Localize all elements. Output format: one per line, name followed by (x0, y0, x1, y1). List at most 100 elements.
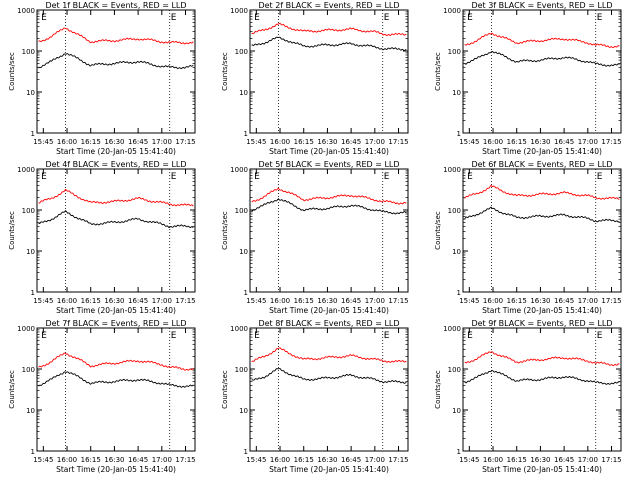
y-tick-label: 1 (244, 130, 248, 138)
x-tick-label: 17:15 (175, 138, 195, 146)
plot-frame (36, 327, 196, 452)
event-marker: E (41, 331, 47, 341)
x-tick-label: 16:30 (317, 138, 337, 146)
series-line-lld (464, 32, 620, 49)
y-tick-label: 100 (22, 366, 35, 374)
y-tick-label: 1 (31, 289, 35, 297)
series-line-lld (251, 22, 407, 37)
y-tick-label: 1000 (17, 166, 35, 174)
y-axis-label: Counts/sec (221, 370, 229, 409)
event-marker: E (597, 172, 603, 182)
x-tick-label: 16:15 (294, 297, 314, 305)
y-axis-label: Counts/sec (221, 211, 229, 250)
panel-det-2: Det 2f BLACK = Events, RED = LLD E E 1 10 100… (221, 1, 409, 156)
panel-det-6: Det 6f BLACK = Events, RED = LLD E E 1 10 100… (434, 160, 622, 315)
x-tick-label: 15:45 (459, 456, 479, 464)
x-tick-label: 15:45 (246, 138, 266, 146)
series-line-events (251, 367, 407, 384)
x-tick-label: 17:00 (152, 297, 172, 305)
y-tick-label: 1 (457, 130, 461, 138)
x-axis-label: Start Time (20-Jan-05 15:41:40) (56, 147, 176, 156)
y-axis-label: Counts/sec (434, 211, 442, 250)
y-axis-label: Counts/sec (434, 370, 442, 409)
x-tick-label: 16:00 (57, 456, 77, 464)
series-line-lld (251, 187, 407, 205)
x-tick-label: 16:15 (81, 138, 101, 146)
series-line-events (38, 210, 194, 229)
y-tick-label: 1 (31, 130, 35, 138)
x-tick-label: 17:15 (175, 456, 195, 464)
panel-det-7: Det 7f BLACK = Events, RED = LLD E E 1 10 100… (8, 319, 196, 474)
panel-det-1: Det 1f BLACK = Events, RED = LLD E E 1 10 100… (8, 1, 196, 156)
x-tick-label: 15:45 (33, 297, 53, 305)
y-tick-label: 10 (452, 407, 461, 415)
y-axis-label: Counts/sec (434, 52, 442, 91)
x-tick-label: 16:30 (104, 297, 124, 305)
x-tick-label: 17:00 (365, 456, 385, 464)
panel-det-5: Det 5f BLACK = Events, RED = LLD E E 1 10 100… (221, 160, 409, 315)
event-marker: E (384, 331, 390, 341)
x-tick-label: 16:15 (507, 456, 527, 464)
panel-title: Det 8f BLACK = Events, RED = LLD (258, 319, 399, 328)
x-axis-label: Start Time (20-Jan-05 15:41:40) (482, 147, 602, 156)
x-tick-label: 15:45 (33, 138, 53, 146)
x-tick-label: 17:15 (601, 297, 621, 305)
y-tick-label: 10 (26, 89, 35, 97)
y-tick-label: 10 (26, 407, 35, 415)
x-tick-label: 16:15 (507, 138, 527, 146)
x-tick-label: 16:00 (270, 138, 290, 146)
event-marker: E (41, 13, 47, 23)
y-tick-label: 10 (26, 248, 35, 256)
y-tick-label: 1000 (443, 325, 461, 333)
y-tick-label: 1000 (17, 7, 35, 15)
x-tick-label: 17:00 (152, 456, 172, 464)
x-tick-label: 15:45 (33, 456, 53, 464)
panel-title: Det 3f BLACK = Events, RED = LLD (471, 1, 612, 10)
x-tick-label: 16:45 (341, 297, 361, 305)
x-tick-label: 16:30 (104, 138, 124, 146)
x-tick-label: 16:30 (530, 456, 550, 464)
plot-frame (462, 168, 622, 293)
y-axis-label: Counts/sec (8, 211, 16, 250)
event-marker: E (254, 13, 260, 23)
y-axis-label: Counts/sec (221, 52, 229, 91)
x-tick-label: 17:15 (388, 297, 408, 305)
y-tick-label: 1 (457, 289, 461, 297)
plot-frame (249, 327, 409, 452)
x-tick-label: 16:15 (507, 297, 527, 305)
y-tick-label: 10 (452, 89, 461, 97)
x-tick-label: 17:15 (601, 456, 621, 464)
event-marker: E (467, 331, 473, 341)
y-tick-label: 1000 (443, 7, 461, 15)
panel-title: Det 7f BLACK = Events, RED = LLD (45, 319, 186, 328)
x-tick-label: 16:00 (483, 138, 503, 146)
x-tick-label: 16:15 (81, 297, 101, 305)
x-axis-label: Start Time (20-Jan-05 15:41:40) (269, 465, 389, 474)
event-marker: E (597, 13, 603, 23)
series-line-events (251, 36, 407, 52)
series-line-events (38, 53, 194, 70)
x-tick-label: 16:15 (294, 456, 314, 464)
plot-frame (249, 168, 409, 293)
series-line-lld (38, 352, 194, 371)
x-tick-label: 17:00 (365, 138, 385, 146)
event-marker: E (171, 172, 177, 182)
event-marker: E (597, 331, 603, 341)
series-line-events (38, 371, 194, 388)
panel-det-8: Det 8f BLACK = Events, RED = LLD E E 1 10 100… (221, 319, 409, 474)
x-tick-label: 16:00 (57, 138, 77, 146)
x-tick-label: 15:45 (246, 297, 266, 305)
x-tick-label: 15:45 (246, 456, 266, 464)
series-line-lld (38, 188, 194, 207)
event-marker: E (41, 172, 47, 182)
y-tick-label: 1000 (443, 166, 461, 174)
x-tick-label: 16:30 (317, 297, 337, 305)
panel-title: Det 9f BLACK = Events, RED = LLD (471, 319, 612, 328)
series-line-lld (464, 351, 620, 367)
panel-det-4: Det 4f BLACK = Events, RED = LLD E E 1 10 100… (8, 160, 196, 315)
y-tick-label: 10 (239, 89, 248, 97)
x-tick-label: 17:00 (578, 297, 598, 305)
x-axis-label: Start Time (20-Jan-05 15:41:40) (56, 465, 176, 474)
x-tick-label: 16:45 (128, 456, 148, 464)
panel-title: Det 6f BLACK = Events, RED = LLD (471, 160, 612, 169)
